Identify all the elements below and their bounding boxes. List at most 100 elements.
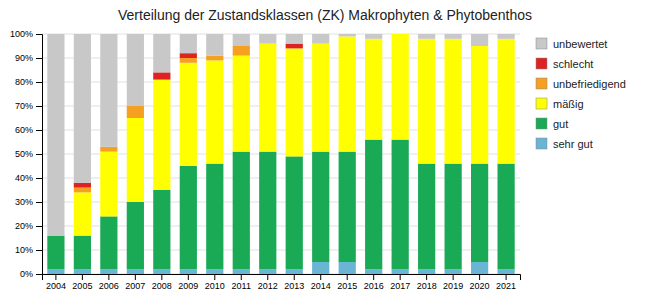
bar-segment <box>312 44 329 152</box>
y-tick-label: 40% <box>15 173 33 183</box>
y-tick-label: 30% <box>15 197 33 207</box>
legend: unbewertetschlechtunbefriedigendmäßiggut… <box>536 38 626 150</box>
bar-segment <box>392 140 409 270</box>
legend-item: gut <box>536 118 568 130</box>
y-axis: 0%10%20%30%40%50%60%70%80%90%100% <box>10 29 43 279</box>
bar-segment <box>233 56 250 152</box>
y-tick: 80% <box>15 77 42 87</box>
x-tick-mark <box>347 274 348 280</box>
bar-segment <box>471 262 488 274</box>
bar-segment <box>471 34 488 46</box>
bar-segment <box>497 269 514 274</box>
x-tick-label: 2010 <box>205 281 225 291</box>
bar-segment <box>74 183 91 188</box>
legend-label: unbewertet <box>553 38 607 50</box>
x-tick-label: 2020 <box>470 281 490 291</box>
legend-label: gut <box>553 118 568 130</box>
bar-segment <box>233 46 250 56</box>
chart: Verteilung der Zustandsklassen (ZK) Makr… <box>0 0 650 298</box>
y-tick-mark <box>36 202 42 203</box>
y-tick-label: 10% <box>15 245 33 255</box>
bar-segment <box>286 44 303 49</box>
bar-segment <box>153 72 170 79</box>
x-tick-label: 2012 <box>258 281 278 291</box>
bar-segment <box>47 236 64 270</box>
x-tick-label: 2009 <box>178 281 198 291</box>
bar-segment <box>418 39 435 164</box>
x-tick: 2020 <box>470 274 490 291</box>
legend-swatch <box>536 138 547 149</box>
y-tick-label: 60% <box>15 125 33 135</box>
x-tick: 2005 <box>72 274 92 291</box>
bar-segment <box>100 269 117 274</box>
legend-label: schlecht <box>553 58 593 70</box>
x-tick-mark <box>400 274 401 280</box>
bar-segment <box>445 164 462 270</box>
bar-segment <box>445 269 462 274</box>
legend-item: unbewertet <box>536 38 607 50</box>
bar-segment <box>206 164 223 270</box>
bar-segment <box>47 34 64 236</box>
x-tick: 2011 <box>232 274 251 291</box>
y-tick-label: 80% <box>15 77 33 87</box>
x-tick-mark <box>267 274 268 280</box>
bar-segment <box>339 34 356 36</box>
bar-segment <box>339 152 356 262</box>
bar-segment <box>497 39 514 164</box>
x-tick: 2018 <box>417 274 437 291</box>
bar-segment <box>206 269 223 274</box>
bar-segment <box>365 39 382 140</box>
bar-segment <box>286 34 303 44</box>
bar-segment <box>392 34 409 140</box>
bar-segment <box>392 34 409 35</box>
bar-segment <box>153 190 170 269</box>
x-tick-mark <box>506 274 507 280</box>
x-tick: 2009 <box>178 274 198 291</box>
x-tick: 2008 <box>152 274 172 291</box>
bar-segment <box>233 269 250 274</box>
x-tick: 2013 <box>284 274 304 291</box>
x-axis: 2004200520062007200820092010201120122013… <box>43 274 521 291</box>
bar-segment <box>286 269 303 274</box>
x-tick: 2012 <box>258 274 278 291</box>
bar-segment <box>206 56 223 61</box>
x-tick-mark <box>241 274 242 280</box>
x-tick-label: 2014 <box>311 281 331 291</box>
bar-segment <box>312 262 329 274</box>
bar-segment <box>312 152 329 262</box>
bar-segment <box>180 34 197 53</box>
x-tick: 2006 <box>99 274 119 291</box>
bar-segment <box>100 216 117 269</box>
bar-segment <box>127 269 144 274</box>
bar-segment <box>339 36 356 151</box>
bar-segment <box>47 269 64 274</box>
bar-segment <box>445 34 462 39</box>
x-tick-mark <box>294 274 295 280</box>
legend-item: sehr gut <box>536 138 593 150</box>
y-axis-line <box>36 35 43 275</box>
x-tick-mark <box>108 274 109 280</box>
y-tick-mark <box>36 58 42 59</box>
bar-segment <box>100 152 117 217</box>
y-tick-mark <box>36 154 42 155</box>
y-tick-mark <box>36 106 42 107</box>
bar-segment <box>339 262 356 274</box>
bar-segment <box>74 192 91 235</box>
x-tick-label: 2008 <box>152 281 172 291</box>
bar-segment <box>286 48 303 156</box>
bar-segment <box>392 269 409 274</box>
bar-segment <box>497 34 514 39</box>
x-tick-mark <box>188 274 189 280</box>
bar-segment <box>153 34 170 72</box>
x-tick: 2015 <box>337 274 357 291</box>
y-tick-mark <box>36 178 42 179</box>
bar-segment <box>233 152 250 270</box>
y-tick: 10% <box>15 245 42 255</box>
y-tick: 20% <box>15 221 42 231</box>
x-tick-mark <box>453 274 454 280</box>
bar-segment <box>312 34 329 44</box>
x-tick-label: 2018 <box>417 281 437 291</box>
x-tick-label: 2019 <box>443 281 463 291</box>
bar-segment <box>259 34 276 44</box>
bar-segment <box>100 147 117 152</box>
